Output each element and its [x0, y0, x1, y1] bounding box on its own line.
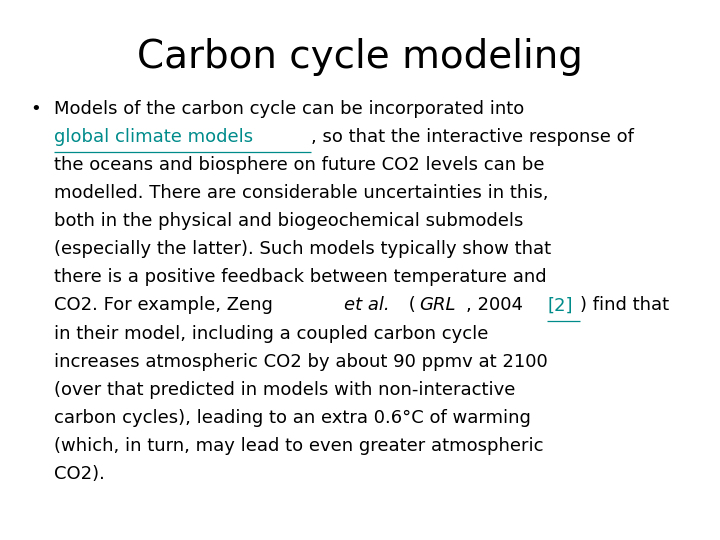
Text: [2]: [2]	[547, 296, 572, 314]
Text: et al.: et al.	[344, 296, 390, 314]
Text: global climate models: global climate models	[54, 128, 253, 146]
Text: there is a positive feedback between temperature and: there is a positive feedback between tem…	[54, 268, 546, 286]
Text: •: •	[30, 100, 41, 118]
Text: , so that the interactive response of: , so that the interactive response of	[311, 128, 634, 146]
Text: CO2).: CO2).	[54, 465, 105, 483]
Text: Carbon cycle modeling: Carbon cycle modeling	[137, 38, 583, 76]
Text: both in the physical and biogeochemical submodels: both in the physical and biogeochemical …	[54, 212, 523, 230]
Text: CO2. For example, Zeng: CO2. For example, Zeng	[54, 296, 279, 314]
Text: carbon cycles), leading to an extra 0.6°C of warming: carbon cycles), leading to an extra 0.6°…	[54, 409, 531, 427]
Text: (over that predicted in models with non-interactive: (over that predicted in models with non-…	[54, 381, 516, 399]
Text: , 2004: , 2004	[467, 296, 529, 314]
Text: ) find that: ) find that	[580, 296, 670, 314]
Text: modelled. There are considerable uncertainties in this,: modelled. There are considerable uncerta…	[54, 184, 549, 202]
Text: (especially the latter). Such models typically show that: (especially the latter). Such models typ…	[54, 240, 551, 258]
Text: in their model, including a coupled carbon cycle: in their model, including a coupled carb…	[54, 325, 488, 342]
Text: (: (	[402, 296, 415, 314]
Text: Models of the carbon cycle can be incorporated into: Models of the carbon cycle can be incorp…	[54, 100, 524, 118]
Text: (which, in turn, may lead to even greater atmospheric: (which, in turn, may lead to even greate…	[54, 437, 544, 455]
Text: the oceans and biosphere on future CO2 levels can be: the oceans and biosphere on future CO2 l…	[54, 156, 544, 174]
Text: increases atmospheric CO2 by about 90 ppmv at 2100: increases atmospheric CO2 by about 90 pp…	[54, 353, 548, 370]
Text: GRL: GRL	[419, 296, 456, 314]
